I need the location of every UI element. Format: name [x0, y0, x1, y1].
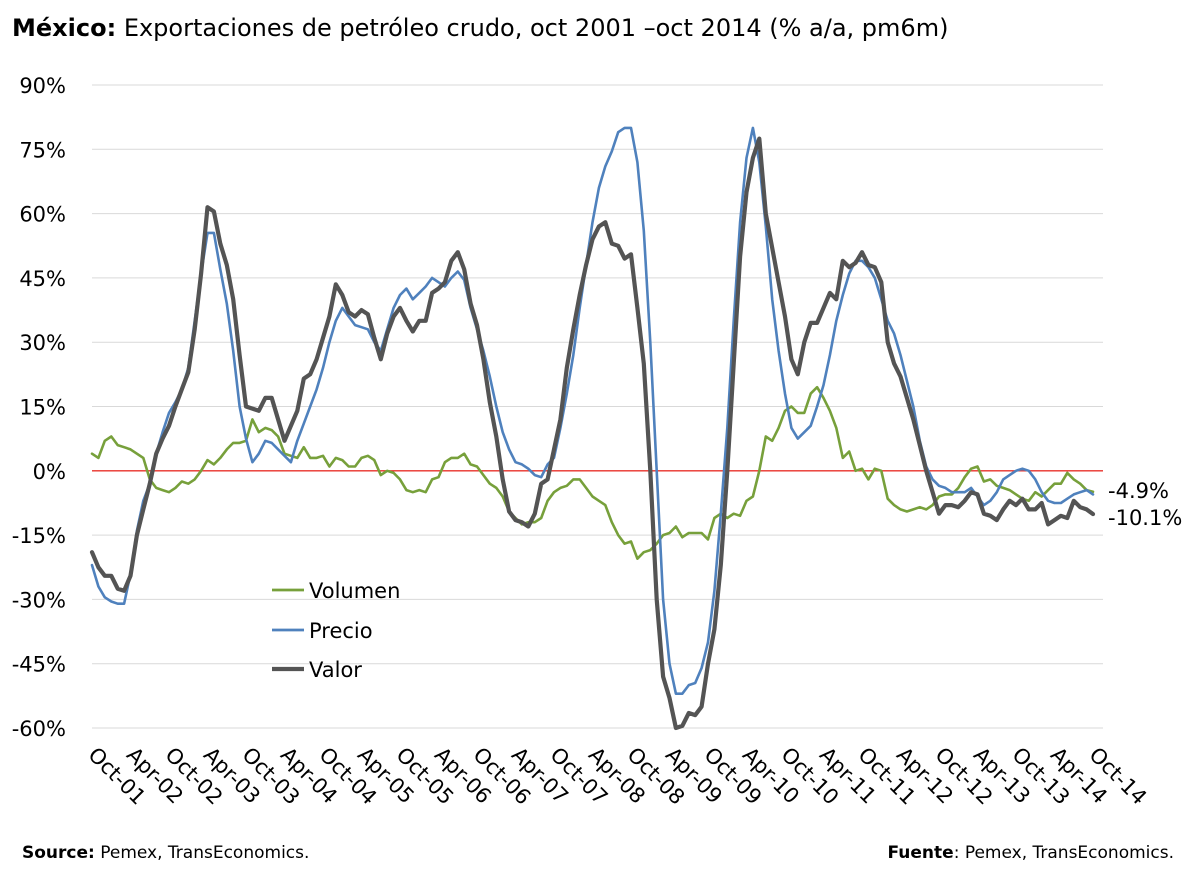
y-tick-label: -60% — [12, 717, 66, 741]
series-lines — [89, 126, 1096, 731]
title-rest: Exportaciones de petróleo crudo, oct 200… — [116, 14, 949, 42]
source-text: Pemex, TransEconomics. — [94, 843, 310, 863]
y-tick-label: 45% — [19, 267, 66, 291]
fuente-text: : Pemex, TransEconomics. — [953, 843, 1174, 863]
series-line-volumen — [90, 385, 1095, 560]
end-label-valor: -10.1% — [1108, 506, 1182, 530]
y-tick-label: -30% — [12, 588, 66, 612]
gridlines — [92, 84, 1103, 729]
y-tick-label: -45% — [12, 653, 66, 677]
x-axis: Oct-01Apr-02Oct-02Apr-03Oct-03Apr-04Oct-… — [83, 743, 1151, 810]
legend-label-precio: Precio — [309, 619, 373, 643]
end-label-precio: -4.9% — [1108, 479, 1169, 503]
end-labels: -4.9% -10.1% — [1108, 479, 1182, 530]
y-tick-label: 15% — [19, 396, 66, 420]
y-tick-label: -15% — [12, 524, 66, 548]
y-tick-label: 75% — [19, 138, 66, 162]
fuente-label: Fuente — [887, 843, 954, 863]
y-axis: 90% 75% 60% 45% 30% 15% 0% -15% -30% -45% -60% — [12, 74, 66, 741]
fuente-note: Fuente: Pemex, TransEconomics. — [888, 843, 1174, 863]
y-tick-label: 0% — [33, 460, 66, 484]
title-bold: México: — [12, 14, 117, 42]
source-note: Source: Pemex, TransEconomics. — [22, 843, 309, 863]
source-label: Source: — [22, 843, 95, 863]
y-tick-label: 30% — [19, 331, 66, 355]
chart-title: México: Exportaciones de petróleo crudo,… — [12, 14, 948, 42]
legend: Volumen Precio Valor — [272, 579, 400, 682]
y-tick-label: 90% — [19, 74, 66, 98]
series-line-valor — [89, 136, 1096, 731]
legend-label-volumen: Volumen — [309, 579, 400, 603]
series-line-precio — [90, 126, 1095, 695]
y-tick-label: 60% — [19, 203, 66, 227]
legend-label-valor: Valor — [309, 658, 362, 682]
